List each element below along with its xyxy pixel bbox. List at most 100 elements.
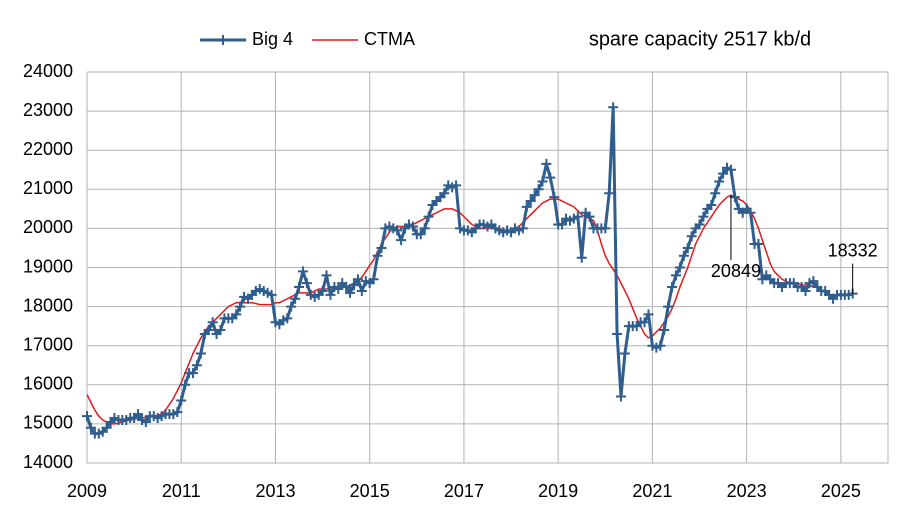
- data-point: [349, 280, 360, 291]
- data-point: [753, 239, 764, 250]
- data-point: [333, 284, 344, 295]
- data-point: [725, 164, 736, 175]
- data-point: [545, 172, 556, 183]
- data-point: [317, 285, 328, 296]
- legend-marker: [218, 35, 228, 45]
- data-point: [584, 211, 595, 222]
- data-point: [290, 293, 301, 304]
- data-point: [451, 180, 462, 191]
- data-point: [85, 422, 96, 433]
- data-point: [231, 309, 242, 320]
- data-point: [345, 287, 356, 298]
- y-tick-label: 16000: [23, 374, 73, 394]
- data-point: [615, 391, 626, 402]
- annotation-label: 18332: [828, 240, 878, 260]
- x-tick-label: 2009: [67, 481, 107, 501]
- x-tick-label: 2011: [162, 481, 201, 501]
- data-point: [600, 223, 611, 234]
- data-point: [808, 276, 819, 287]
- y-tick-label: 21000: [23, 178, 73, 198]
- data-point: [396, 235, 407, 246]
- y-tick-label: 19000: [23, 256, 73, 276]
- data-point: [659, 325, 670, 336]
- data-point: [419, 223, 430, 234]
- data-point: [392, 225, 403, 236]
- data-point: [667, 282, 678, 293]
- x-tick-label: 2013: [255, 481, 295, 501]
- data-point: [745, 207, 756, 218]
- data-point: [415, 229, 426, 240]
- legend-label: CTMA: [364, 29, 415, 49]
- data-point: [368, 274, 379, 285]
- data-point: [195, 348, 206, 359]
- y-tick-label: 18000: [23, 295, 73, 315]
- x-tick-label: 2019: [538, 481, 578, 501]
- y-tick-label: 20000: [23, 217, 73, 237]
- data-point: [537, 176, 548, 187]
- data-point: [714, 176, 725, 187]
- annotation-label: 20849: [711, 261, 761, 281]
- data-point: [140, 416, 151, 427]
- data-point: [698, 211, 709, 222]
- data-point: [282, 313, 293, 324]
- data-point: [325, 289, 336, 300]
- data-point: [663, 301, 674, 312]
- data-point: [525, 196, 536, 207]
- data-point: [694, 219, 705, 230]
- y-tick-label: 24000: [23, 61, 73, 81]
- data-point: [423, 211, 434, 222]
- data-point: [407, 221, 418, 232]
- data-point: [549, 192, 560, 203]
- data-point: [297, 266, 308, 277]
- data-point: [608, 102, 619, 113]
- data-point: [710, 188, 721, 199]
- data-point: [639, 317, 650, 328]
- data-point: [670, 270, 681, 281]
- data-point: [729, 192, 740, 203]
- data-point: [604, 188, 615, 199]
- data-point: [517, 223, 528, 234]
- data-point: [686, 231, 697, 242]
- data-point: [321, 270, 332, 281]
- y-tick-label: 23000: [23, 100, 73, 120]
- data-point: [266, 289, 277, 300]
- data-point: [172, 407, 183, 418]
- data-point: [655, 340, 666, 351]
- data-point: [207, 317, 218, 328]
- data-point: [215, 325, 226, 336]
- y-tick-label: 15000: [23, 413, 73, 433]
- data-point: [101, 422, 112, 433]
- chart-title: spare capacity 2517 kb/d: [589, 28, 811, 50]
- data-point: [356, 285, 367, 296]
- data-point: [674, 262, 685, 273]
- data-point: [521, 201, 532, 212]
- data-point: [718, 168, 729, 179]
- data-point: [557, 219, 568, 230]
- x-tick-label: 2015: [350, 481, 390, 501]
- data-point: [203, 325, 214, 336]
- data-point: [576, 252, 587, 263]
- line-series: [86, 194, 818, 425]
- data-point: [82, 411, 92, 422]
- data-point: [376, 242, 387, 253]
- data-point: [188, 368, 199, 379]
- data-point: [372, 250, 383, 261]
- data-point: [572, 211, 583, 222]
- x-tick-label: 2025: [821, 481, 861, 501]
- data-point: [678, 250, 689, 261]
- legend-label: Big 4: [252, 29, 293, 49]
- data-point: [682, 242, 693, 253]
- data-point: [800, 285, 811, 296]
- data-point: [529, 190, 540, 201]
- data-point: [612, 328, 623, 339]
- y-tick-label: 17000: [23, 334, 73, 354]
- data-point: [133, 409, 144, 420]
- data-point: [619, 348, 630, 359]
- data-point: [286, 301, 297, 312]
- data-point: [341, 282, 352, 293]
- data-point: [352, 274, 363, 285]
- data-point: [301, 278, 312, 289]
- data-point: [235, 301, 246, 312]
- y-tick-label: 22000: [23, 139, 73, 159]
